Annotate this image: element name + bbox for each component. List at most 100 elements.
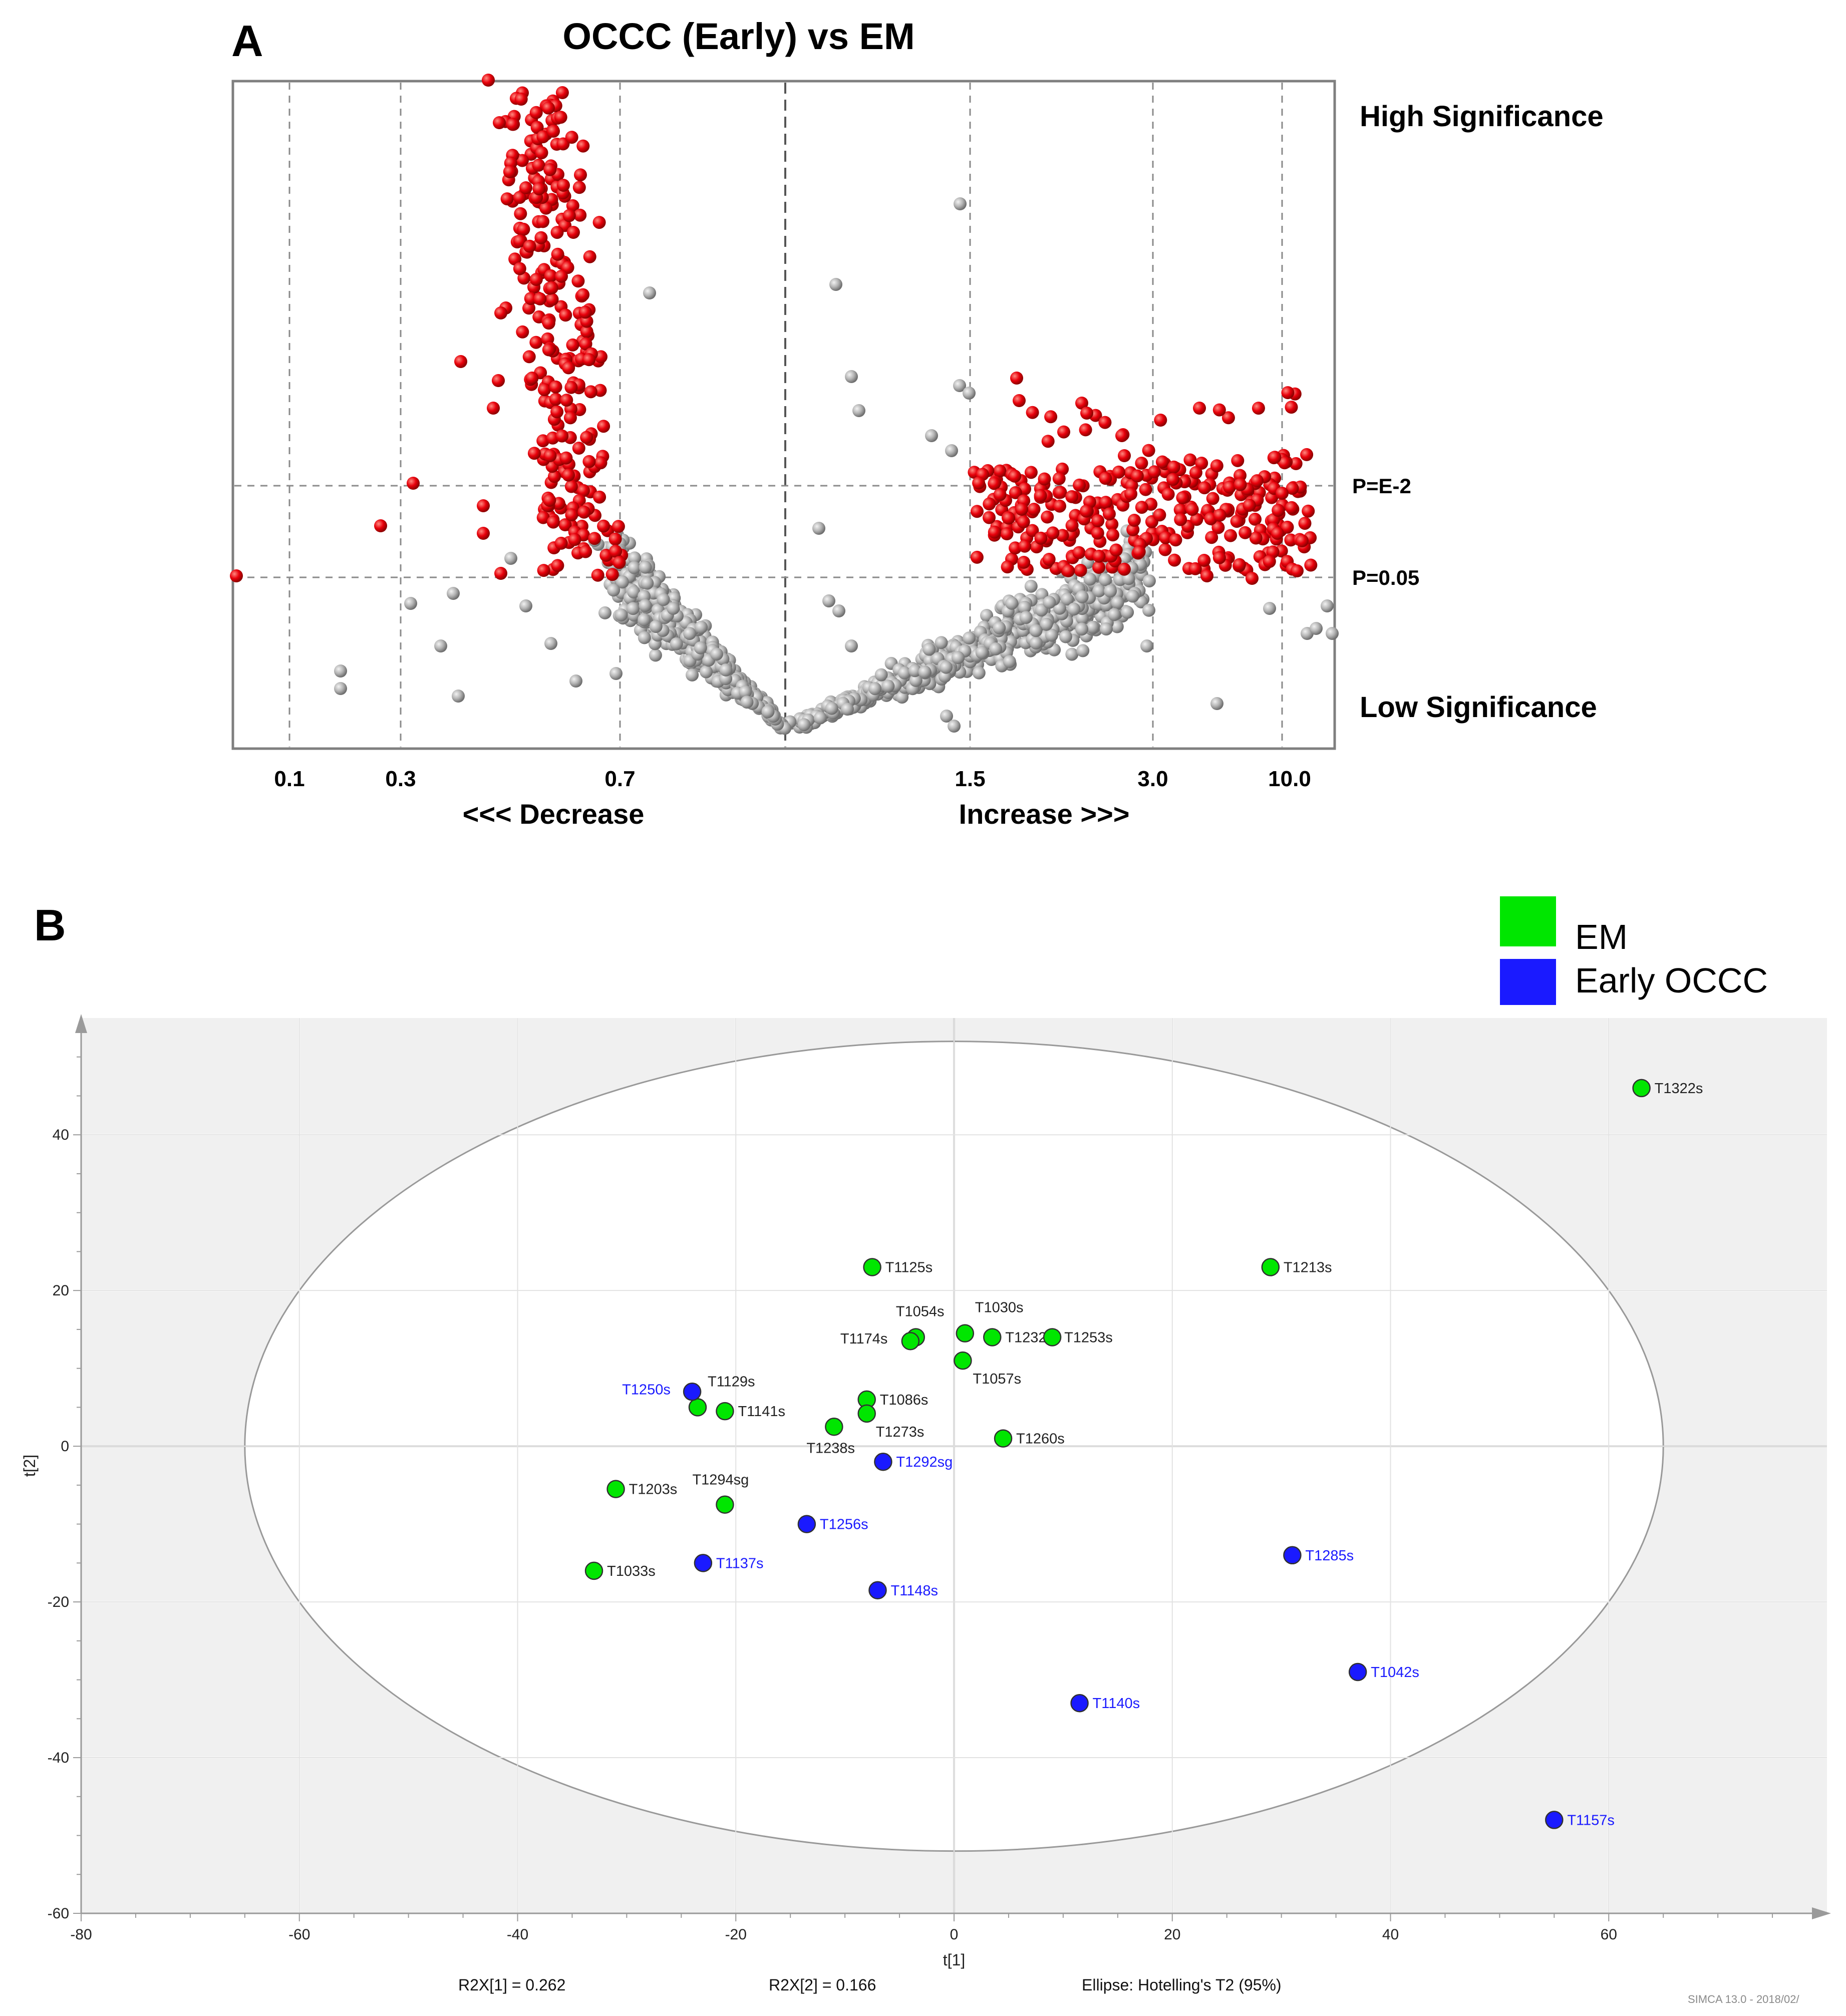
volcano-point-sig [555, 269, 568, 283]
volcano-point-sig [584, 385, 597, 399]
volcano-point-sig [1072, 546, 1086, 559]
volcano-point-sig [566, 199, 579, 212]
volcano-point-nonsig [832, 604, 845, 617]
volcano-point-sig [1174, 513, 1187, 526]
pca-y-tick-label: 0 [61, 1438, 69, 1455]
pca-point-t1057s [954, 1351, 972, 1370]
volcano-point-nonsig [452, 690, 465, 703]
volcano-point-nonsig [953, 379, 966, 392]
volcano-point-nonsig [614, 608, 628, 622]
volcano-point-nonsig [1018, 600, 1031, 614]
volcano-title: OCCC (Early) vs EM [562, 16, 914, 57]
volcano-point-sig [1098, 416, 1112, 429]
volcano-point-nonsig [989, 642, 1003, 655]
volcano-point-sig [525, 372, 539, 385]
volcano-point-sig [1135, 501, 1148, 514]
volcano-point-sig [580, 431, 593, 444]
volcano-point-sig [1000, 527, 1014, 540]
low-significance-label: Low Significance [1360, 691, 1597, 724]
volcano-point-sig [582, 353, 596, 367]
volcano-point-nonsig [504, 552, 517, 565]
volcano-point-sig [532, 158, 545, 172]
volcano-point-sig [536, 511, 550, 524]
volcano-point-nonsig [695, 620, 708, 634]
volcano-point-sig [560, 394, 573, 407]
volcano-point-sig [1224, 529, 1238, 542]
volcano-point-nonsig [1099, 622, 1113, 636]
volcano-point-sig [515, 154, 529, 167]
volcano-point-nonsig [841, 703, 854, 716]
software-credit: SIMCA 13.0 - 2018/02/ [1688, 1993, 1799, 2005]
volcano-point-nonsig [1142, 574, 1156, 588]
volcano-point-sig [597, 420, 610, 433]
volcano-point-nonsig [952, 651, 965, 664]
volcano-point-nonsig [519, 599, 532, 612]
volcano-point-nonsig [1065, 647, 1079, 661]
volcano-point-nonsig [1003, 655, 1016, 668]
volcano-point-nonsig [739, 685, 752, 699]
pca-x-tick-label: 20 [1164, 1926, 1180, 1943]
volcano-x-ticks: 0.1 0.3 0.7 1.5 3.0 10.0 [274, 767, 1311, 791]
volcano-point-nonsig [1110, 620, 1124, 633]
volcano-point-sig [1091, 526, 1104, 540]
volcano-point-sig [555, 86, 569, 99]
volcano-point-sig [1041, 435, 1055, 448]
volcano-point-sig [574, 168, 587, 182]
pca-point-label: T1033s [607, 1563, 656, 1579]
increase-label: Increase >>> [959, 798, 1130, 830]
volcano-point-nonsig [1263, 602, 1276, 615]
volcano-point-sig [1017, 515, 1030, 529]
volcano-point-sig [1092, 549, 1106, 563]
volcano-point-sig [1230, 515, 1244, 528]
pca-point-label: T1213s [1284, 1260, 1332, 1276]
volcano-point-nonsig [940, 710, 953, 723]
volcano-point-nonsig [980, 609, 993, 622]
volcano-point-sig [1073, 478, 1086, 492]
volcano-point-nonsig [639, 560, 652, 574]
volcano-point-sig [1198, 481, 1211, 495]
volcano-point-sig [550, 226, 564, 239]
volcano-point-sig [1251, 474, 1264, 487]
volcano-point-nonsig [643, 286, 656, 299]
volcano-point-sig [1159, 531, 1172, 544]
volcano-point-sig [983, 497, 996, 511]
pca-point-t1292sg [874, 1452, 892, 1471]
volcano-point-sig [1176, 491, 1189, 504]
pca-point-t1148s [868, 1581, 887, 1600]
volcano-point-nonsig [954, 197, 967, 210]
volcano-point-sig [230, 569, 243, 582]
volcano-point-sig [487, 402, 500, 415]
volcano-point-nonsig [963, 387, 976, 400]
volcano-point-sig [1109, 543, 1123, 557]
volcano-point-sig [609, 544, 623, 558]
pca-point-label: T1285s [1305, 1548, 1354, 1564]
decrease-label: <<< Decrease [463, 798, 645, 830]
pca-point-label: T1086s [880, 1392, 929, 1408]
volcano-point-sig [1074, 564, 1087, 577]
pca-y-tick-label: -60 [48, 1905, 69, 1922]
pca-point-t1129s [688, 1398, 707, 1417]
volcano-point-sig [1210, 459, 1223, 473]
volcano-point-sig [1124, 487, 1137, 501]
volcano-point-sig [1091, 514, 1105, 527]
vx-tick-0.1: 0.1 [274, 767, 304, 791]
pca-point-label: T1174s [840, 1331, 888, 1347]
volcano-point-sig [605, 568, 619, 581]
pca-point-label: T1253s [1064, 1329, 1113, 1346]
volcano-point-sig [611, 520, 625, 533]
vx-tick-10.0: 10.0 [1268, 767, 1311, 791]
pca-point-t1157s [1545, 1811, 1564, 1829]
volcano-point-sig [1018, 539, 1032, 553]
volcano-point-sig [543, 163, 557, 176]
volcano-point-nonsig [1043, 595, 1056, 609]
volcano-point-sig [1296, 534, 1309, 547]
volcano-point-nonsig [649, 648, 662, 662]
volcano-point-sig [1168, 553, 1181, 567]
volcano-point-sig [1105, 517, 1119, 531]
volcano-point-sig [477, 527, 490, 540]
pca-point-label: T1140s [1093, 1696, 1140, 1712]
volcano-point-nonsig [1029, 624, 1043, 637]
volcano-point-nonsig [598, 606, 611, 619]
volcano-point-sig [1155, 455, 1169, 469]
pca-x-tick-label: -60 [288, 1926, 310, 1943]
